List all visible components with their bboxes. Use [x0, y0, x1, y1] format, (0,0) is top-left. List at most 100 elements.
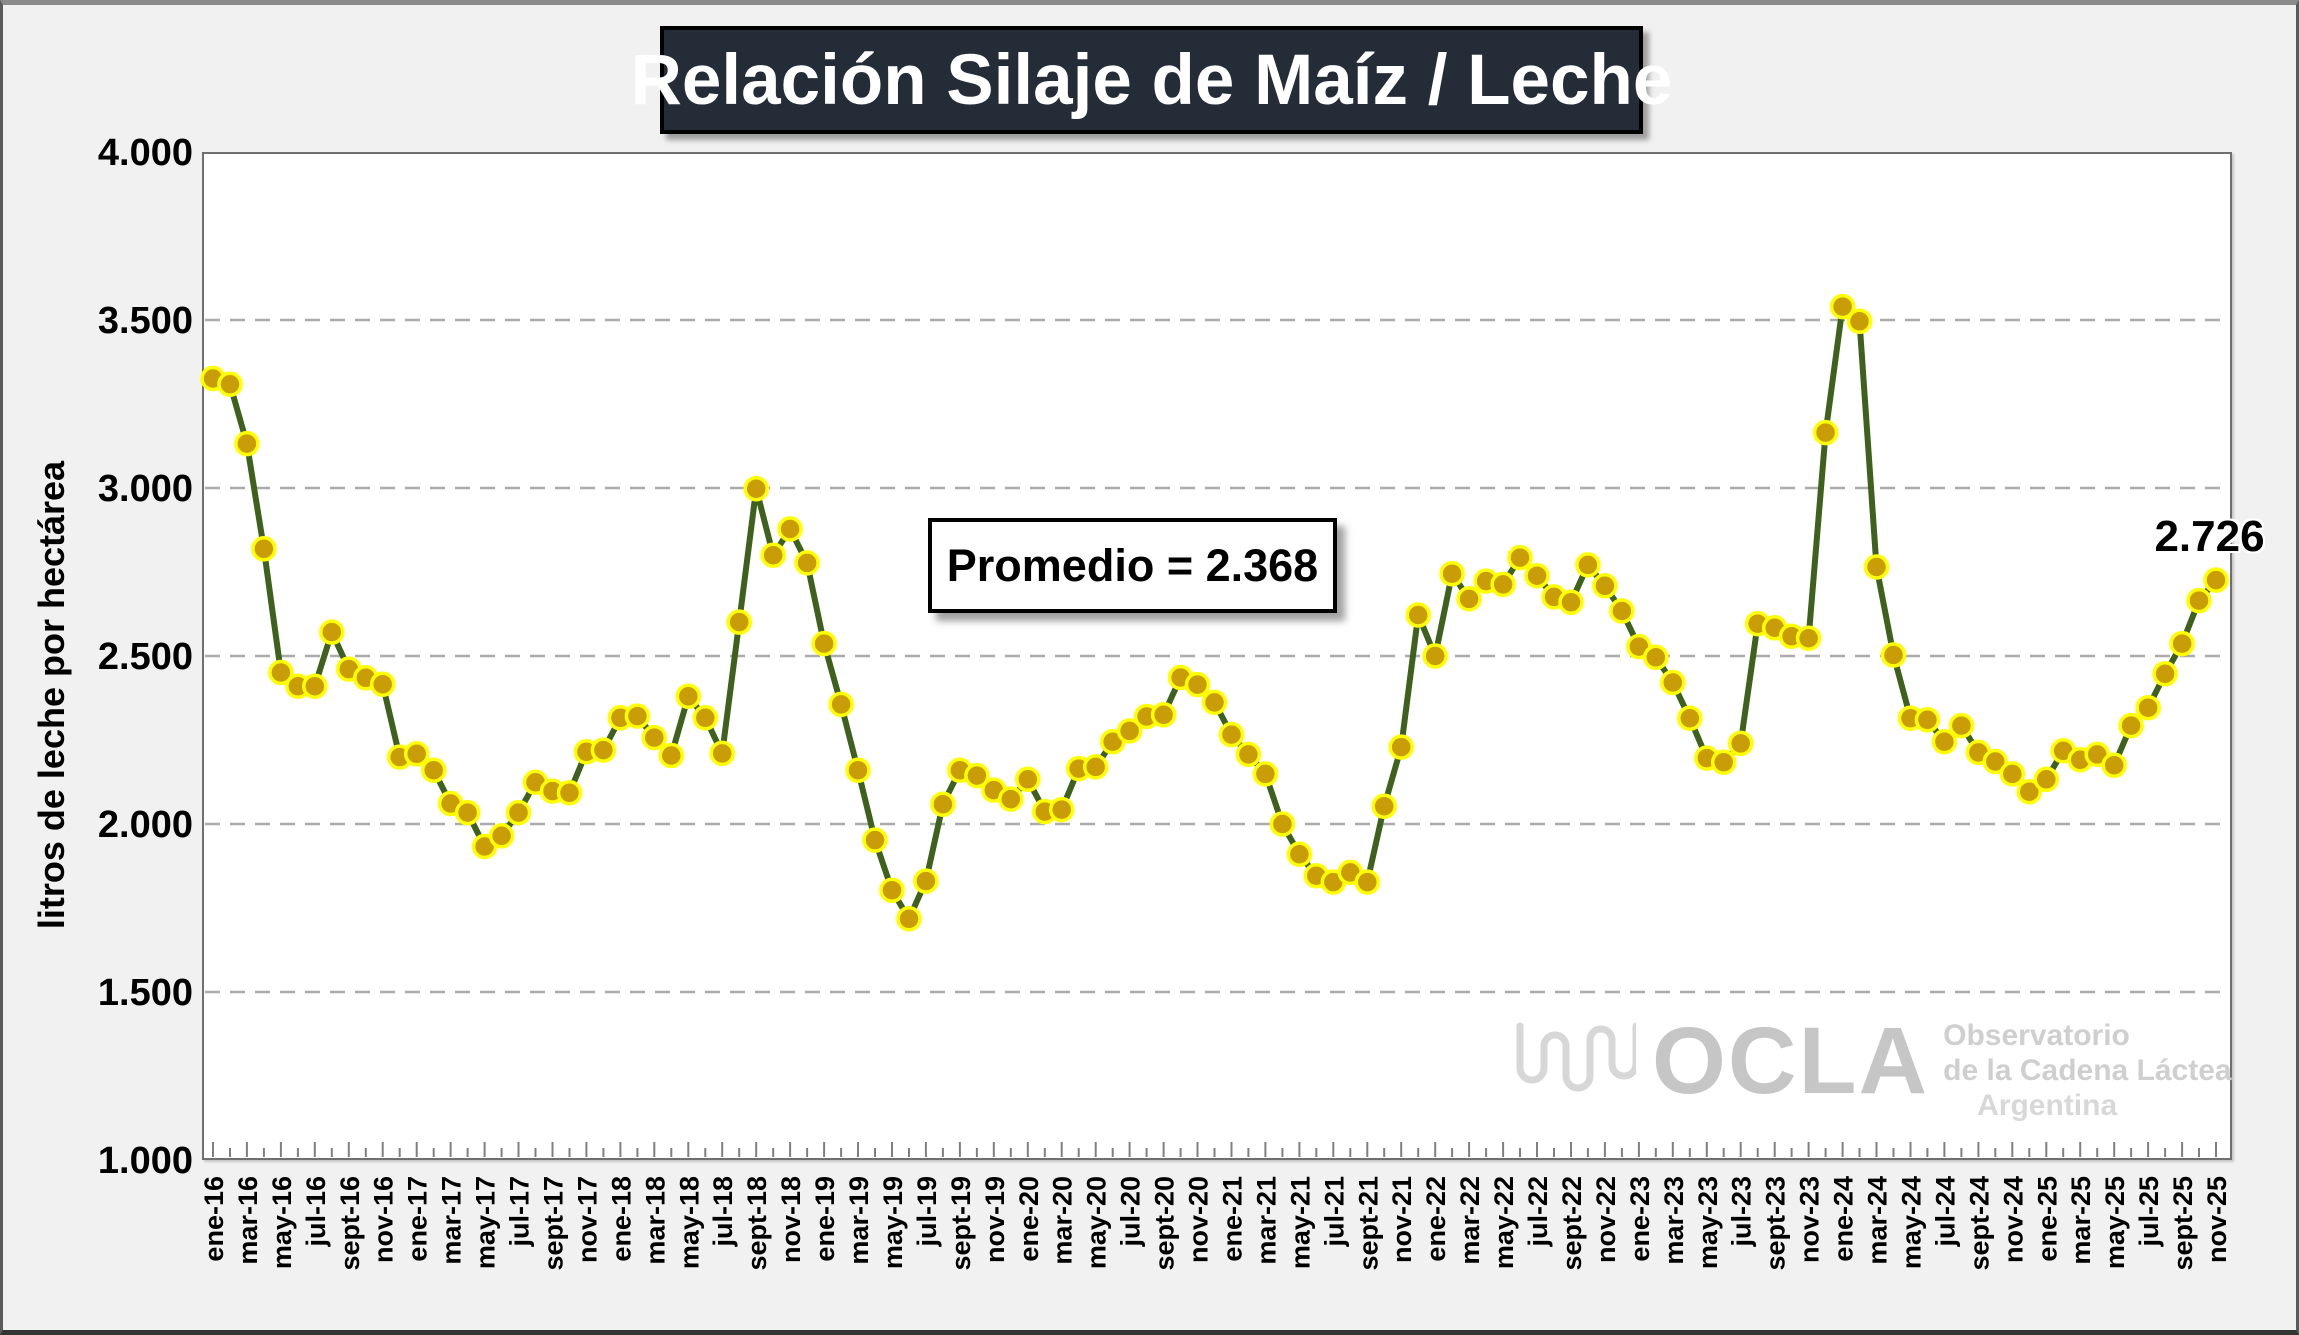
x-tick-label: mar-16: [233, 1176, 263, 1265]
data-point: [234, 430, 260, 457]
x-tick-label: sept-24: [1964, 1176, 1994, 1271]
x-tick-label: may-19: [878, 1176, 908, 1269]
x-tick-label: sept-22: [1557, 1176, 1587, 1271]
data-point: [2186, 587, 2212, 614]
udder-logo-icon: [1516, 1022, 1636, 1092]
x-tick-label: ene-17: [403, 1176, 433, 1262]
x-tick-label: ene-21: [1218, 1176, 1248, 1262]
x-tick-label: ene-16: [199, 1176, 229, 1262]
x-tick-label: mar-22: [1455, 1176, 1485, 1265]
x-tick-label: ene-18: [606, 1176, 636, 1262]
data-point: [488, 823, 515, 849]
data-point: [624, 703, 651, 729]
data-point: [692, 705, 719, 731]
x-tick-label: mar-21: [1251, 1176, 1281, 1265]
data-point: [1609, 598, 1635, 624]
x-tick-label: may-25: [2100, 1176, 2130, 1269]
x-tick-label: ene-23: [1625, 1176, 1655, 1262]
x-tick-label: jul-16: [301, 1176, 331, 1248]
y-tick-label: 2.500: [98, 636, 193, 678]
page-title: Relación Silaje de Maíz / Leche: [630, 40, 1673, 120]
data-point: [1592, 573, 1618, 599]
data-point: [1660, 669, 1686, 696]
promedio-annotation-box: Promedio = 2.368: [928, 518, 1337, 613]
x-tick-label: sept-20: [1150, 1176, 1180, 1271]
x-tick-label: ene-19: [810, 1176, 840, 1262]
watermark-brand: OCLA: [1652, 1008, 1930, 1114]
data-point: [1829, 293, 1856, 320]
data-point: [709, 740, 735, 767]
x-tick-label: jul-20: [1116, 1176, 1146, 1248]
data-point: [2016, 778, 2043, 805]
data-point: [1948, 712, 1975, 739]
x-tick-label: nov-18: [776, 1176, 806, 1263]
x-tick-label: sept-19: [946, 1176, 976, 1271]
y-tick-label: 3.500: [98, 300, 193, 342]
data-point: [1048, 796, 1075, 823]
data-point: [319, 619, 345, 645]
x-tick-label: nov-20: [1184, 1176, 1214, 1263]
data-point: [777, 516, 803, 542]
watermark-line3: Argentina: [1977, 1089, 2118, 1122]
data-point: [1575, 552, 1601, 578]
watermark-text: Observatorio de la Cadena Láctea Argenti…: [1943, 1012, 2231, 1123]
data-point: [1252, 761, 1279, 787]
x-tick-label: may-22: [1489, 1176, 1519, 1269]
x-tick-label: ene-20: [1014, 1176, 1044, 1262]
data-point: [1677, 705, 1703, 731]
data-point: [1405, 602, 1431, 628]
x-tick-label: sept-21: [1353, 1176, 1383, 1271]
data-point: [1846, 308, 1873, 335]
data-point: [217, 371, 243, 397]
data-point: [811, 630, 837, 657]
data-point: [1422, 643, 1448, 669]
data-point: [828, 691, 854, 718]
data-point: [268, 659, 294, 686]
data-point: [2203, 567, 2229, 593]
data-point: [913, 868, 939, 894]
x-tick-label: sept-17: [539, 1176, 569, 1271]
x-tick-label: nov-17: [572, 1176, 602, 1263]
data-point: [2135, 694, 2161, 721]
data-point: [1082, 754, 1109, 780]
data-point: [760, 542, 786, 568]
x-tick-label: sept-18: [742, 1176, 772, 1271]
x-tick-label: mar-20: [1048, 1176, 1078, 1265]
data-point: [1795, 625, 1822, 651]
data-point: [1524, 562, 1550, 589]
x-tick-label: mar-25: [2066, 1176, 2096, 1265]
x-tick-label: jul-22: [1523, 1176, 1553, 1248]
watermark-line1: Observatorio: [1943, 1019, 2130, 1052]
data-point: [1643, 644, 1669, 671]
data-point: [641, 724, 668, 751]
x-tick-label: may-18: [674, 1176, 704, 1269]
y-tick-label: 2.000: [98, 804, 193, 846]
data-point: [896, 906, 922, 932]
x-tick-label: jul-21: [1319, 1176, 1349, 1248]
y-tick-label: 3.000: [98, 468, 193, 510]
x-tick-label: ene-25: [2032, 1176, 2062, 1262]
data-point: [505, 799, 532, 826]
data-point: [1982, 748, 2009, 775]
data-point: [2152, 661, 2178, 687]
x-tick-label: nov-19: [980, 1176, 1010, 1263]
data-point: [930, 791, 956, 817]
data-point: [658, 742, 685, 769]
data-point: [2033, 766, 2060, 793]
promedio-label: Promedio = 2.368: [946, 539, 1319, 591]
x-tick-label: jul-24: [1930, 1176, 1960, 1248]
x-tick-label: ene-22: [1421, 1176, 1451, 1262]
x-tick-label: jul-19: [912, 1176, 942, 1248]
data-point: [1371, 793, 1397, 819]
data-point: [743, 475, 769, 502]
data-point: [403, 741, 430, 767]
x-tick-label: mar-17: [437, 1176, 467, 1265]
x-tick-label: sept-23: [1761, 1176, 1791, 1271]
data-point: [251, 536, 277, 562]
x-tick-label: may-20: [1082, 1176, 1112, 1269]
data-point: [1201, 689, 1228, 716]
data-point: [2101, 752, 2127, 778]
y-axis-title: litros de leche por hectárea: [31, 460, 72, 930]
x-tick-label: jul-25: [2134, 1176, 2164, 1248]
